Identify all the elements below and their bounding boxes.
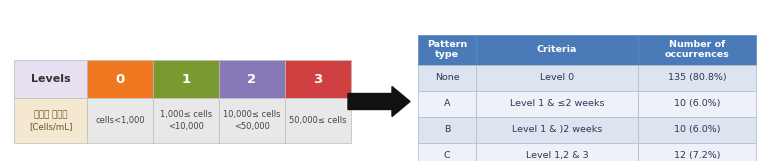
Bar bbox=[14, 98, 87, 143]
Text: Level 1 & ≤2 weeks: Level 1 & ≤2 weeks bbox=[510, 99, 604, 108]
Text: 12 (7.2%): 12 (7.2%) bbox=[674, 151, 720, 160]
Text: cells<1,000: cells<1,000 bbox=[95, 116, 145, 125]
Text: Pattern
type: Pattern type bbox=[427, 40, 467, 59]
Text: 남조류 세포수
[Cells/mL]: 남조류 세포수 [Cells/mL] bbox=[29, 110, 72, 131]
Bar bbox=[476, 117, 638, 142]
Text: 50,000≤ cells: 50,000≤ cells bbox=[289, 116, 346, 125]
Bar bbox=[476, 65, 638, 90]
Bar bbox=[14, 60, 87, 98]
Bar bbox=[219, 98, 285, 143]
Bar bbox=[153, 60, 219, 98]
Text: Level 0: Level 0 bbox=[540, 73, 574, 82]
Bar bbox=[285, 98, 351, 143]
Bar bbox=[418, 65, 476, 90]
Text: Level 1 & )2 weeks: Level 1 & )2 weeks bbox=[512, 125, 602, 134]
Bar bbox=[638, 34, 756, 65]
Text: Level 1,2 & 3: Level 1,2 & 3 bbox=[526, 151, 588, 160]
Bar bbox=[418, 34, 476, 65]
Text: 10 (6.0%): 10 (6.0%) bbox=[674, 125, 720, 134]
Bar bbox=[638, 90, 756, 117]
Bar bbox=[418, 90, 476, 117]
Text: 2: 2 bbox=[247, 72, 256, 85]
Bar bbox=[638, 142, 756, 161]
Text: C: C bbox=[444, 151, 450, 160]
Text: Criteria: Criteria bbox=[537, 45, 577, 54]
Bar bbox=[87, 98, 153, 143]
Bar bbox=[87, 60, 153, 98]
Text: 1: 1 bbox=[182, 72, 191, 85]
Text: B: B bbox=[444, 125, 450, 134]
Bar bbox=[476, 90, 638, 117]
Text: None: None bbox=[435, 73, 459, 82]
Bar bbox=[638, 117, 756, 142]
Bar bbox=[285, 60, 351, 98]
Bar bbox=[638, 65, 756, 90]
Bar bbox=[219, 60, 285, 98]
FancyArrow shape bbox=[348, 86, 410, 117]
Text: 0: 0 bbox=[115, 72, 124, 85]
Bar bbox=[476, 142, 638, 161]
Text: 135 (80.8%): 135 (80.8%) bbox=[668, 73, 726, 82]
Bar bbox=[476, 34, 638, 65]
Text: 1,000≤ cells
<10,000: 1,000≤ cells <10,000 bbox=[160, 110, 212, 131]
Text: 3: 3 bbox=[314, 72, 323, 85]
Text: Number of
occurrences: Number of occurrences bbox=[665, 40, 729, 59]
Text: A: A bbox=[444, 99, 450, 108]
Bar bbox=[418, 142, 476, 161]
Bar bbox=[418, 117, 476, 142]
Text: 10 (6.0%): 10 (6.0%) bbox=[674, 99, 720, 108]
Bar bbox=[153, 98, 219, 143]
Text: 10,000≤ cells
<50,000: 10,000≤ cells <50,000 bbox=[224, 110, 281, 131]
Text: Levels: Levels bbox=[31, 74, 70, 84]
